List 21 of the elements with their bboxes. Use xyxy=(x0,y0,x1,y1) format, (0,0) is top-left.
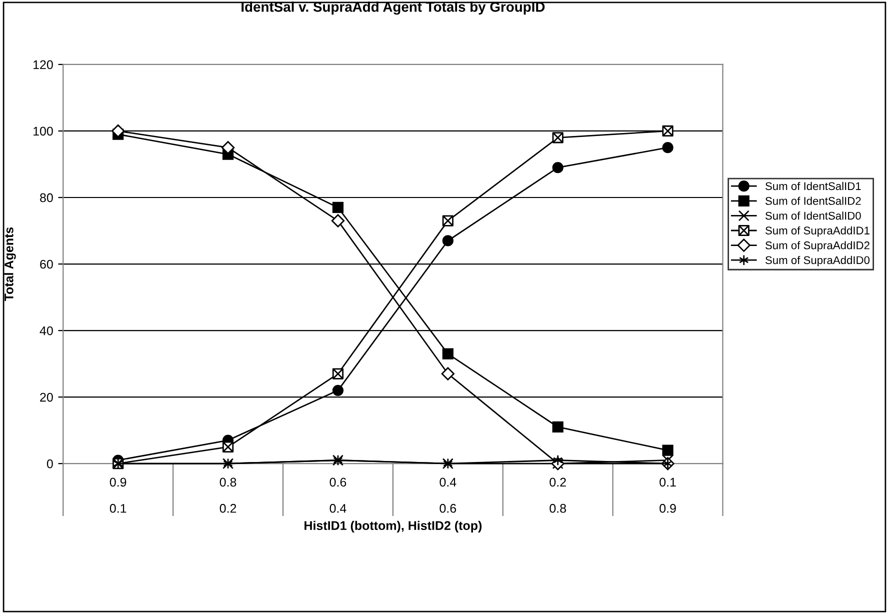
y-tick-label: 20 xyxy=(40,392,53,402)
category-label: 0.1 0.9 xyxy=(660,478,676,513)
legend-label: Sum of SupraAddID0 xyxy=(765,256,870,266)
legend-label: Sum of IdentSalID1 xyxy=(765,182,861,190)
legend-label: Sum of IdentSalID2 xyxy=(765,196,861,205)
category-label: 0.6 0.4 xyxy=(330,478,346,513)
legend-label: Sum of SupraAddID2 xyxy=(765,241,870,252)
y-axis-title: Total Agents xyxy=(4,227,16,302)
category-label: 0.8 0.2 xyxy=(220,478,236,513)
y-tick-label: 120 xyxy=(33,60,53,70)
category-label: 0.9 0.1 xyxy=(110,478,126,513)
y-tick-label: 40 xyxy=(40,326,53,336)
category-label: 0.4 0.6 xyxy=(440,478,456,513)
category-label: 0.2 0.8 xyxy=(550,478,566,513)
y-tick-label: 60 xyxy=(40,260,53,269)
x-axis-title: HistID1 (bottom), HistID2 (top) xyxy=(304,520,482,532)
y-tick-label: 100 xyxy=(33,126,53,136)
y-tick-label: 80 xyxy=(40,193,53,202)
y-tick-label: 0 xyxy=(46,459,53,468)
legend-label: Sum of IdentSalID0 xyxy=(765,212,861,220)
legend-label: Sum of SupraAddID1 xyxy=(765,226,870,237)
